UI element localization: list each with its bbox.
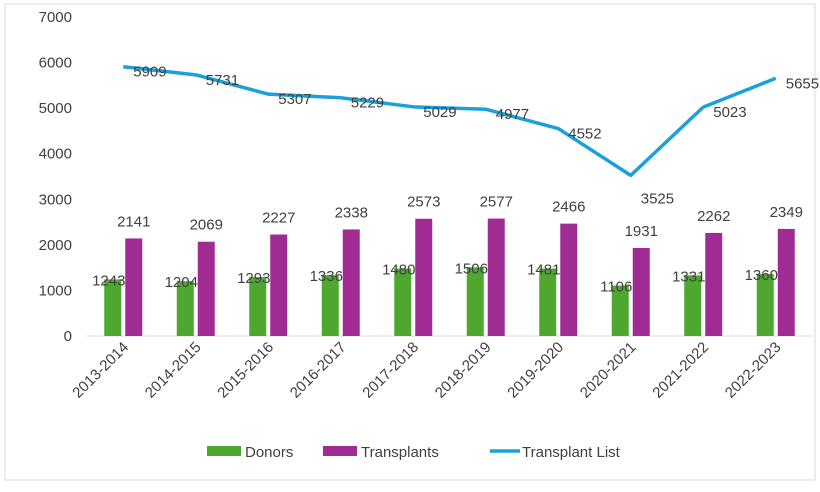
transplant-list-line (123, 64, 777, 178)
transplant-list-data-label: 5029 (423, 104, 456, 121)
transplants-data-label: 1931 (625, 223, 658, 240)
donors-bar (756, 274, 774, 336)
transplants-bar (415, 218, 433, 336)
transplant-list-data-label: 5655 (786, 75, 819, 92)
donors-bar (466, 267, 484, 336)
donors-bar (249, 277, 267, 336)
donors-bar (611, 285, 629, 336)
donors-data-label: 1293 (237, 270, 270, 287)
y-tick-label: 3000 (39, 191, 72, 208)
transplants-data-label: 2338 (335, 204, 368, 221)
transplants-bar (560, 223, 578, 336)
legend-swatch (323, 446, 357, 456)
transplants-bar (632, 248, 650, 336)
transplants-bar (487, 218, 505, 336)
transplants-data-label: 2577 (480, 194, 513, 211)
legend-swatch (207, 446, 241, 456)
donors-data-label: 1506 (455, 260, 488, 277)
donors-data-label: 1204 (165, 274, 198, 291)
y-tick-label: 6000 (39, 55, 72, 72)
donors-data-label: 1106 (600, 279, 632, 296)
transplant-list-data-label: 5909 (133, 64, 166, 81)
transplant-list-data-label: 5023 (713, 104, 746, 121)
legend-item-donors: Donors (207, 444, 293, 461)
transplants-bar (342, 229, 360, 336)
donors-bar (176, 281, 194, 336)
donors-data-label: 1331 (672, 268, 705, 285)
transplant-list-data-label: 5307 (278, 91, 311, 108)
y-tick-label: 2000 (39, 237, 72, 254)
transplants-data-label: 2227 (262, 210, 295, 227)
legend-label: Transplants (361, 444, 439, 461)
transplants-bar (197, 241, 215, 336)
donors-bar (684, 275, 702, 336)
y-tick-label: 4000 (39, 146, 72, 163)
transplants-bar (777, 228, 795, 336)
transplant-list-data-label: 4552 (568, 126, 601, 143)
legend-item-transplants: Transplants (323, 444, 439, 461)
transplants-data-label: 2262 (697, 208, 730, 225)
transplant-list-data-label: 5229 (351, 95, 384, 112)
donors-bar (539, 268, 557, 336)
transplants-data-label: 2349 (770, 204, 803, 221)
donors-data-label: 1360 (745, 267, 778, 284)
y-tick-label: 0 (64, 328, 72, 345)
donors-data-label: 1481 (527, 262, 560, 279)
transplants-bar (125, 238, 143, 336)
donors-data-label: 1243 (92, 272, 125, 289)
transplants-data-label: 2466 (552, 199, 585, 216)
legend-label: Donors (245, 444, 293, 461)
transplant-list-data-label: 4977 (496, 106, 529, 123)
legend-label: Transplant List (522, 444, 621, 461)
donors-bar (104, 279, 122, 336)
transplants-data-label: 2573 (407, 194, 440, 211)
donors-bar (394, 268, 412, 336)
y-tick-label: 7000 (39, 9, 72, 26)
transplants-data-label: 2069 (190, 217, 223, 234)
donors-data-label: 1480 (382, 262, 415, 279)
transplants-data-label: 2141 (117, 213, 150, 230)
transplant-list-data-label: 5731 (206, 72, 239, 89)
transplant-list-data-label: 3525 (641, 190, 674, 207)
y-tick-label: 5000 (39, 100, 72, 117)
transplants-bar (270, 234, 288, 336)
y-tick-label: 1000 (39, 282, 72, 299)
legend-item-transplant-list: Transplant List (490, 444, 621, 461)
donors-bar (321, 275, 339, 336)
transplants-bar (705, 232, 723, 336)
donors-data-label: 1336 (310, 268, 343, 285)
